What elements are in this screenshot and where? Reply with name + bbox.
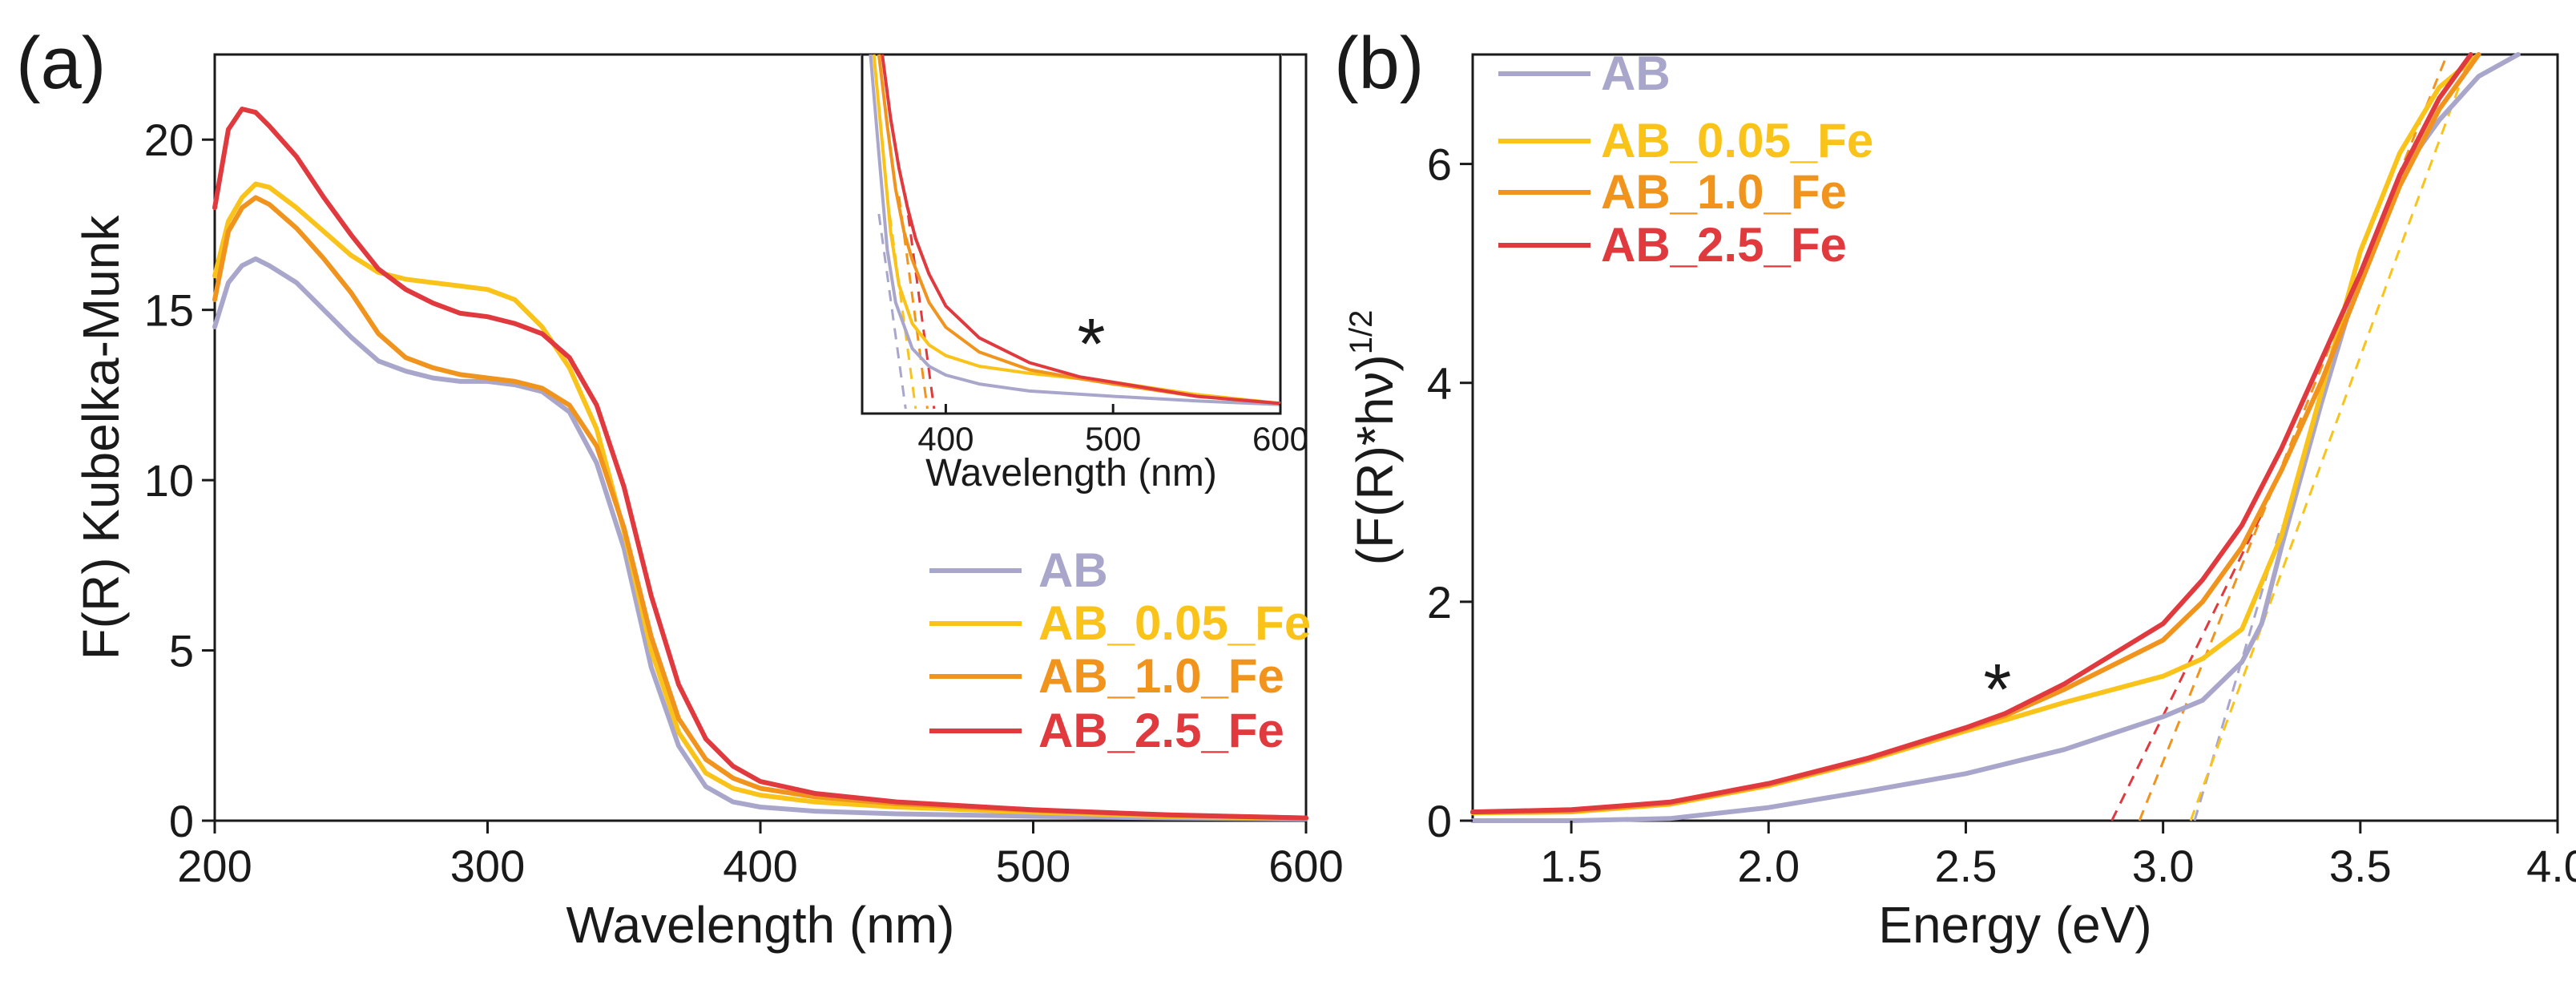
series-line-ab xyxy=(212,256,1308,821)
fit-line-ab-0-05-fe xyxy=(2189,54,2473,821)
panel-a: (a) 0 5 10 15 20 200 300 400 500 600 Wavelength … xyxy=(16,22,1344,954)
panel-a-inset: 400 500 600 * Wavelength (nm) xyxy=(861,53,1308,494)
inset-x-tick-label: 400 xyxy=(917,420,974,458)
legend-b-label-ab-10fe: AB_1.0_Fe xyxy=(1601,165,1847,219)
panel-b-x-axis-title: Energy (eV) xyxy=(1878,896,2151,954)
panel-b-label: (b) xyxy=(1334,22,1424,104)
x-tick-label: 200 xyxy=(177,841,252,891)
y-tick-label: 0 xyxy=(1427,796,1452,846)
inset-series-line-ab-1-0-fe xyxy=(877,54,1281,406)
legend-b-label-ab-25fe: AB_2.5_Fe xyxy=(1601,218,1847,272)
x-tick-label: 3.0 xyxy=(2132,841,2195,891)
legend-a-label-ab: AB xyxy=(1038,543,1108,597)
panel-b-fit-lines xyxy=(2110,54,2473,821)
inset-fit-line-ab-0-05-fe xyxy=(885,196,917,410)
panel-a-x-axis-title: Wavelength (nm) xyxy=(566,896,955,954)
x-tick-label: 500 xyxy=(996,841,1070,891)
panel-a-x-ticks: 200 300 400 500 600 xyxy=(177,821,1344,891)
x-tick-label: 300 xyxy=(450,841,525,891)
y-tick-label: 2 xyxy=(1427,577,1452,628)
legend-a-label-ab-25fe: AB_2.5_Fe xyxy=(1038,704,1284,757)
panel-b-asterisk-annotation: * xyxy=(1983,650,2011,730)
panel-b-legend: AB AB_0.05_Fe AB_1.0_Fe AB_2.5_Fe xyxy=(1498,46,1873,272)
inset-background xyxy=(861,54,1282,414)
panel-b-x-ticks: 1.5 2.0 2.5 3.0 3.5 4.0 xyxy=(1540,821,2576,891)
inset-series-line-ab-2-5-fe xyxy=(881,54,1281,406)
x-tick-label: 600 xyxy=(1268,841,1343,891)
panel-b-y-ticks: 0 2 4 6 xyxy=(1427,139,1473,846)
x-tick-label: 400 xyxy=(723,841,797,891)
inset-x-tick-label: 600 xyxy=(1252,420,1308,458)
panel-a-label: (a) xyxy=(16,22,106,104)
series-line-ab-0-05-fe xyxy=(212,181,1308,821)
legend-b-label-ab-005fe: AB_0.05_Fe xyxy=(1601,114,1873,168)
panel-b-series xyxy=(1470,52,2521,823)
inset-x-ticks: 400 500 600 xyxy=(917,404,1308,458)
inset-frame xyxy=(861,53,1282,415)
x-tick-label: 2.0 xyxy=(1737,841,1800,891)
x-tick-label: 4.0 xyxy=(2526,841,2576,891)
y-tick-label: 0 xyxy=(169,796,194,846)
x-tick-label: 3.5 xyxy=(2329,841,2392,891)
panel-a-legend: AB AB_0.05_Fe AB_1.0_Fe AB_2.5_Fe xyxy=(929,543,1311,757)
inset-x-tick-label: 500 xyxy=(1085,420,1141,458)
panel-b-y-axis-title-main: (F(R)*hν) xyxy=(1346,354,1404,565)
legend-a-label-ab-10fe: AB_1.0_Fe xyxy=(1038,649,1284,703)
inset-fit-line-ab xyxy=(877,213,907,410)
series-line-ab-2-5-fe xyxy=(212,107,1308,821)
legend-b-label-ab: AB xyxy=(1601,46,1671,100)
y-tick-label: 15 xyxy=(144,285,194,336)
panel-b-y-axis-title-superscript: 1/2 xyxy=(1344,310,1379,355)
series-line-ab-2-5-fe xyxy=(1470,52,2473,815)
legend-a-label-ab-005fe: AB_0.05_Fe xyxy=(1038,596,1311,650)
inset-series-line-ab xyxy=(869,54,1281,406)
series-line-ab-1-0-fe xyxy=(212,195,1308,821)
inset-series xyxy=(869,54,1281,406)
panel-b: (b) 0 2 4 6 1.5 2.0 2.5 3.0 3.5 4.0 * Energy (eV… xyxy=(1334,22,2576,954)
panel-b-frame xyxy=(1471,53,2559,822)
fit-line-ab-1-0-fe xyxy=(2138,54,2449,821)
y-tick-label: 4 xyxy=(1427,358,1452,409)
y-tick-label: 10 xyxy=(144,455,194,506)
panel-a-y-ticks: 0 5 10 15 20 xyxy=(144,115,215,846)
x-tick-label: 2.5 xyxy=(1935,841,1998,891)
inset-x-axis-title: Wavelength (nm) xyxy=(925,452,1217,494)
inset-asterisk-annotation: * xyxy=(1078,305,1106,385)
inset-fit-line-ab-2-5-fe xyxy=(904,196,936,410)
panel-a-series xyxy=(212,107,1308,821)
panel-a-y-axis-title: F(R) Kubelka-Munk xyxy=(72,215,130,660)
y-tick-label: 5 xyxy=(169,626,194,676)
panel-b-y-axis-title: (F(R)*hν)1/2 xyxy=(1344,310,1404,566)
inset-fit-line-ab-1-0-fe xyxy=(897,196,929,410)
inset-fit-lines xyxy=(877,196,936,410)
y-tick-label: 20 xyxy=(144,115,194,165)
x-tick-label: 1.5 xyxy=(1540,841,1602,891)
y-tick-label: 6 xyxy=(1427,139,1452,190)
